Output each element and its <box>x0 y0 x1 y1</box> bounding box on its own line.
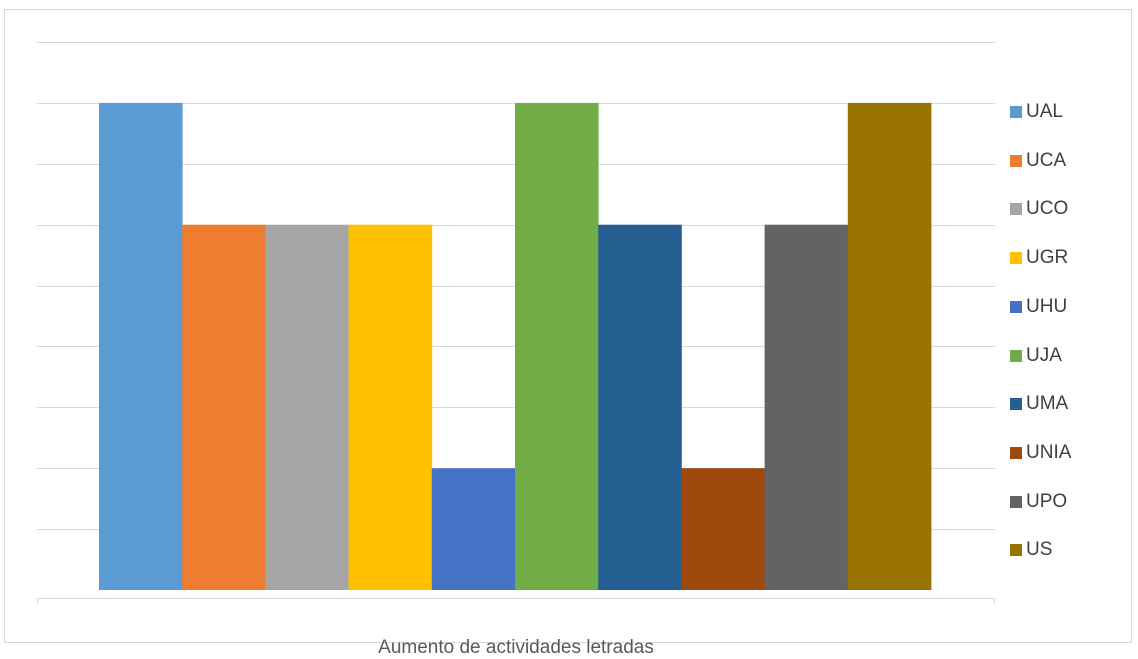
legend-swatch <box>1010 154 1022 167</box>
category-axis-label: Aumento de actividades letradas <box>378 637 654 658</box>
legend-swatch <box>1010 495 1022 508</box>
bar-ugr <box>348 224 433 590</box>
legend-swatch <box>1010 203 1022 216</box>
legend-label: UPO <box>1026 490 1068 512</box>
bar-uhu <box>431 468 516 590</box>
legend-item-uhu: UHU <box>1010 295 1067 319</box>
legend-item-ugr: UGR <box>1010 246 1068 270</box>
bar-uco <box>265 224 349 590</box>
legend-label: UCO <box>1026 198 1069 220</box>
bar-us <box>847 102 932 591</box>
legend-swatch <box>1010 544 1022 557</box>
legend-label: UCA <box>1026 149 1067 171</box>
legend-label: UJA <box>1026 344 1062 366</box>
legend-label: UGR <box>1026 247 1069 269</box>
legend-item-uja: UJA <box>1010 344 1062 368</box>
legend-item-uma: UMA <box>1010 392 1068 416</box>
bar-ual <box>99 102 183 591</box>
legend-label: UMA <box>1026 393 1069 415</box>
bar-unia <box>681 468 765 590</box>
legend-item-uco: UCO <box>1010 197 1068 221</box>
legend-swatch <box>1010 252 1022 265</box>
bar-uma <box>598 224 682 590</box>
bar-uja <box>515 102 599 591</box>
legend-label: UNIA <box>1026 441 1072 463</box>
legend-swatch <box>1010 398 1022 411</box>
legend-swatch <box>1010 300 1022 313</box>
legend-label: UHU <box>1026 295 1068 317</box>
legend-swatch <box>1010 446 1022 459</box>
bar-upo <box>764 224 849 590</box>
legend-label: US <box>1026 539 1053 561</box>
legend-item-upo: UPO <box>1010 490 1067 514</box>
legend-swatch <box>1010 349 1022 362</box>
bar-uca <box>182 224 266 590</box>
legend-label: UAL <box>1026 101 1063 122</box>
legend-swatch <box>1010 106 1022 118</box>
legend-item-uca: UCA <box>1010 149 1066 173</box>
legend-item-us: US <box>1010 538 1052 562</box>
legend-item-ual: UAL <box>1010 100 1063 124</box>
legend-item-unia: UNIA <box>1010 441 1071 465</box>
